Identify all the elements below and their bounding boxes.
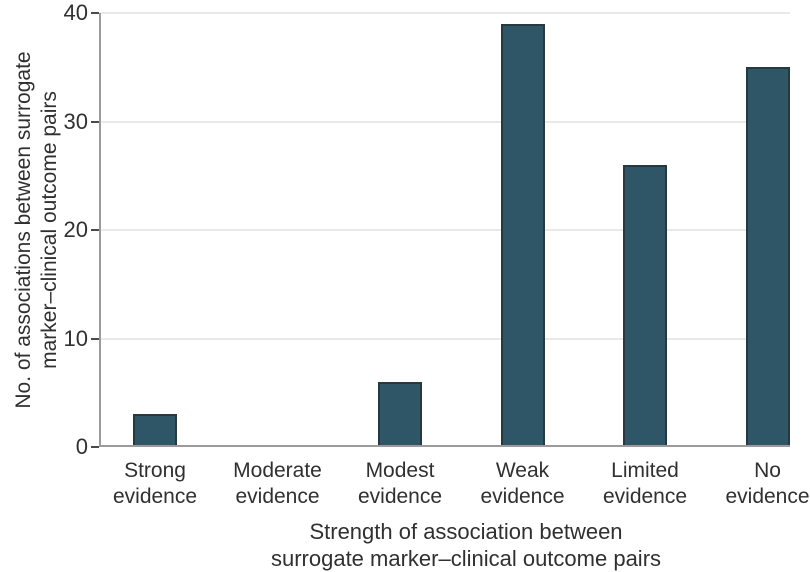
x-axis-title-line2: surrogate marker–clinical outcome pairs bbox=[270, 546, 662, 571]
y-axis-title-line1: No. of associations between surrogate bbox=[12, 51, 35, 409]
x-category-label-weak-evidence: Weak evidence bbox=[480, 458, 564, 510]
gridline-y-40 bbox=[100, 12, 790, 14]
gridline-y-20 bbox=[100, 229, 790, 231]
bar-no-evidence bbox=[745, 67, 790, 447]
y-tick-mark-20 bbox=[91, 229, 99, 231]
x-axis-line bbox=[99, 445, 790, 447]
plot-area bbox=[100, 12, 790, 447]
x-category-label-limited-evidence: Limited evidence bbox=[603, 458, 687, 510]
x-axis-title-line1: Strength of association between bbox=[309, 519, 623, 544]
x-category-label-line: evidence bbox=[357, 485, 443, 508]
x-category-label-line: evidence bbox=[480, 485, 565, 508]
x-category-label-line: evidence bbox=[112, 485, 198, 508]
y-tick-label-40: 40 bbox=[63, 0, 88, 25]
x-category-label-line: Modest bbox=[365, 459, 435, 482]
y-tick-label-20: 20 bbox=[63, 217, 88, 242]
gridline-y-30 bbox=[100, 120, 790, 123]
bar-weak-evidence bbox=[500, 24, 545, 447]
x-category-label-line: Limited bbox=[611, 459, 679, 482]
y-tick-label-10: 10 bbox=[63, 325, 88, 351]
x-category-label-line: evidence bbox=[725, 485, 810, 508]
bar-limited-evidence bbox=[623, 165, 667, 447]
x-category-label-line: Strong bbox=[124, 459, 186, 482]
y-tick-mark-40 bbox=[91, 12, 99, 14]
x-category-label-line: Weak bbox=[495, 459, 550, 482]
x-category-label-line: evidence bbox=[235, 485, 320, 508]
y-tick-mark-30 bbox=[91, 120, 99, 123]
y-tick-label-0: 0 bbox=[75, 434, 88, 459]
y-tick-mark-10 bbox=[91, 337, 99, 340]
x-category-label-moderate-evidence: Moderate evidence bbox=[233, 458, 322, 510]
y-axis-title: No. of associations between surrogate ma… bbox=[11, 51, 63, 408]
y-axis-line bbox=[99, 13, 101, 447]
x-category-label-modest-evidence: Modest evidence bbox=[358, 458, 442, 510]
bar-modest-evidence bbox=[378, 382, 422, 447]
x-category-label-line: No bbox=[754, 459, 781, 482]
gridline-y-10 bbox=[100, 337, 790, 340]
y-tick-mark-0 bbox=[91, 446, 99, 448]
x-category-label-no-evidence: No evidence bbox=[725, 458, 809, 510]
x-axis-title: Strength of association between surrogat… bbox=[271, 518, 661, 572]
x-category-label-strong-evidence: Strong evidence bbox=[113, 458, 197, 510]
x-category-label-line: evidence bbox=[602, 485, 688, 508]
y-axis-title-line2: marker–clinical outcome pairs bbox=[38, 91, 61, 369]
x-category-label-line: Moderate bbox=[233, 459, 322, 482]
y-tick-label-30: 30 bbox=[63, 108, 88, 134]
bar-strong-evidence bbox=[133, 414, 177, 447]
